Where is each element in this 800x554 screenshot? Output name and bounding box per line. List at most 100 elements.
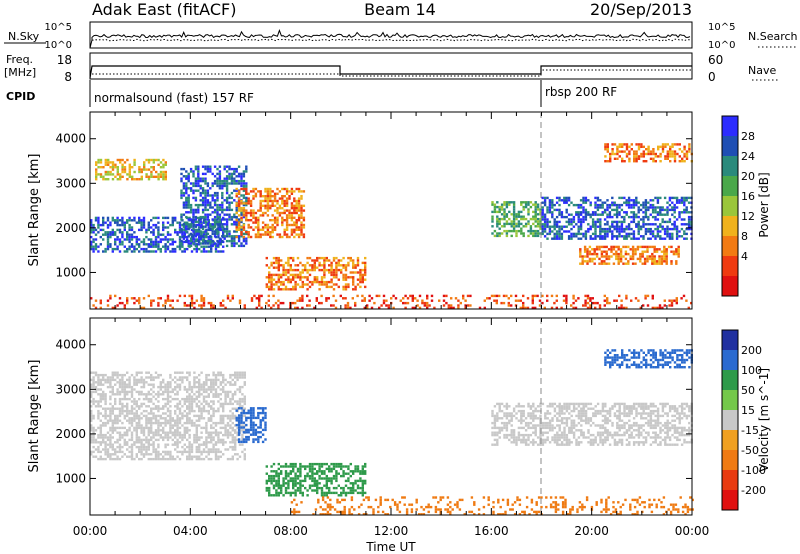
echo-cell — [671, 208, 674, 212]
echo-cell — [635, 152, 638, 156]
echo-cell — [493, 229, 497, 233]
echo-cell — [294, 264, 297, 267]
echo-cell — [240, 187, 243, 191]
echo-cell — [313, 261, 316, 265]
echo-cell — [621, 143, 624, 146]
echo-cell — [282, 482, 285, 485]
echo-cell — [237, 431, 241, 434]
echo-cell — [164, 388, 167, 391]
echo-cell — [111, 407, 114, 410]
echo-cell — [295, 219, 298, 222]
echo-cell — [221, 203, 224, 207]
echo-cell — [591, 260, 594, 263]
echo-cell — [159, 429, 162, 432]
echo-cell — [442, 294, 446, 298]
echo-cell — [211, 239, 214, 243]
echo-cell — [97, 226, 100, 229]
echo-cell — [164, 161, 167, 164]
echo-cell — [133, 178, 136, 181]
echo-cell — [183, 221, 186, 224]
echo-cell — [142, 443, 146, 446]
echo-cell — [231, 414, 234, 418]
echo-cell — [653, 250, 656, 253]
echo-cell — [135, 445, 138, 449]
echo-cell — [539, 220, 542, 223]
echo-cell — [121, 158, 124, 162]
echo-cell — [121, 381, 124, 384]
echo-cell — [625, 199, 628, 202]
echo-cell — [496, 232, 499, 235]
echo-cell — [512, 217, 516, 221]
echo-cell — [457, 304, 460, 307]
echo-cell — [651, 211, 655, 214]
echo-cell — [567, 218, 571, 221]
echo-cell — [237, 209, 241, 212]
echo-cell — [291, 301, 294, 305]
echo-cell — [349, 276, 352, 279]
echo-cell — [654, 152, 657, 156]
echo-cell — [615, 203, 619, 207]
echo-cell — [491, 220, 494, 223]
echo-cell — [337, 264, 340, 267]
echo-cell — [567, 223, 571, 226]
echo-cell — [284, 288, 288, 291]
echo-cell — [189, 208, 193, 212]
echo-cell — [210, 247, 213, 251]
echo-cell — [656, 206, 660, 209]
echo-cell — [342, 276, 345, 279]
echo-cell — [617, 255, 620, 258]
echo-cell — [205, 388, 208, 391]
echo-cell — [218, 225, 222, 228]
echo-cell — [245, 219, 248, 222]
echo-cell — [666, 152, 669, 156]
echo-cell — [128, 228, 131, 232]
echo-cell — [157, 235, 160, 239]
echo-cell — [675, 252, 678, 256]
echo-cell — [192, 223, 195, 226]
echo-cell — [344, 278, 348, 281]
echo-cell — [171, 250, 174, 253]
echo-cell — [642, 211, 645, 214]
echo-cell — [193, 424, 196, 427]
echo-cell — [278, 235, 282, 239]
echo-cell — [330, 271, 333, 274]
echo-cell — [192, 213, 195, 216]
echo-cell — [226, 402, 230, 406]
echo-cell — [145, 421, 148, 425]
echo-cell — [269, 233, 272, 236]
freq-tick-8: 8 — [64, 70, 72, 84]
echo-cell — [411, 294, 414, 298]
echo-cell — [245, 192, 248, 195]
echo-cell — [673, 196, 676, 200]
echo-cell — [496, 217, 499, 221]
echo-cell — [261, 411, 265, 415]
echo-cell — [185, 211, 188, 214]
echo-cell — [154, 421, 158, 425]
echo-cell — [272, 494, 276, 497]
echo-cell — [332, 288, 336, 291]
echo-cell — [197, 182, 200, 185]
echo-cell — [644, 294, 647, 298]
echo-cell — [128, 385, 131, 389]
echo-cell — [282, 288, 285, 291]
echo-cell — [185, 189, 188, 192]
y-tick-label: 1000 — [55, 265, 86, 279]
echo-cell — [207, 388, 210, 391]
echo-cell — [356, 256, 360, 260]
echo-cell — [469, 304, 472, 307]
echo-cell — [236, 378, 239, 382]
echo-cell — [589, 213, 592, 216]
echo-cell — [615, 213, 619, 216]
echo-cell — [454, 297, 458, 300]
echo-cell — [212, 421, 215, 425]
echo-cell — [214, 378, 218, 382]
echo-cell — [344, 285, 348, 289]
echo-cell — [363, 299, 366, 302]
echo-cell — [265, 264, 268, 267]
echo-cell — [121, 301, 124, 305]
echo-cell — [97, 448, 100, 451]
echo-cell — [551, 201, 554, 204]
echo-cell — [195, 431, 198, 434]
echo-cell — [447, 306, 450, 310]
echo-cell — [188, 429, 191, 432]
